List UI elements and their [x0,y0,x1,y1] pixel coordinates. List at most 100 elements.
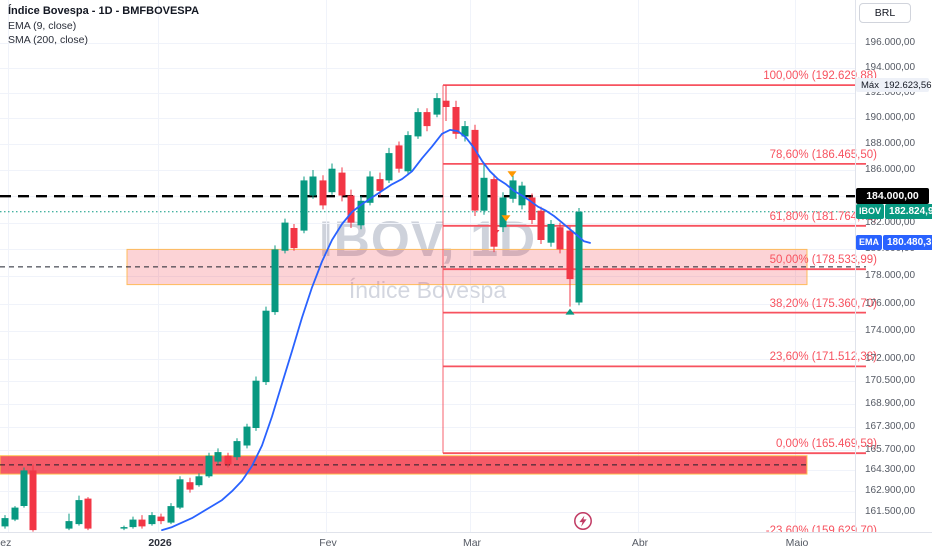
time-axis-label: Maio [785,537,809,549]
price-axis-label: 190.000,00 [865,112,916,123]
currency-button[interactable]: BRL [859,3,911,23]
price-axis-label: 176.000,00 [865,298,916,309]
candle[interactable] [157,513,165,525]
price-axis-label: 165.700,00 [865,444,916,455]
candle[interactable] [499,192,507,232]
candle[interactable] [461,121,469,142]
candle[interactable] [138,515,146,529]
candle[interactable] [347,189,355,228]
fib-retracement[interactable] [442,84,866,542]
price-axis-label: 178.000,00 [865,270,916,281]
candle[interactable] [490,173,498,253]
legend: Índice Bovespa - 1D - BMFBOVESPA EMA (9,… [8,4,199,47]
gridlines [0,0,855,532]
time-axis-label: 2026 [148,537,172,549]
price-axis-label: 192.000,00 [865,87,916,98]
price-axis-label: 174.000,00 [865,325,916,336]
ema-line[interactable] [161,129,591,531]
price-axis-label: 168.900,00 [865,398,916,409]
candle[interactable] [309,170,317,199]
legend-ema-row[interactable]: EMA (9, close) [8,20,77,32]
symbol-tag: IBOV [856,204,885,219]
price-axis-label: 188.000,00 [865,138,916,149]
candle[interactable] [300,176,308,234]
candle[interactable] [186,477,194,493]
candle[interactable] [328,163,336,195]
high-price-label: Máx [861,79,879,91]
candle[interactable] [233,438,241,461]
candle[interactable] [414,108,422,139]
candle[interactable] [224,452,232,468]
legend-symbol-row[interactable]: Índice Bovespa - 1D - BMFBOVESPA [8,5,200,17]
candle[interactable] [471,124,479,216]
sell-marker-icon[interactable] [501,215,511,222]
candle[interactable] [20,467,28,508]
candle[interactable] [290,224,298,251]
candle[interactable] [566,226,574,307]
time-axis-label: Mar [462,537,482,549]
candle[interactable] [537,206,545,244]
candle[interactable] [29,464,37,532]
candle[interactable] [1,515,9,529]
candle[interactable] [176,476,184,510]
candle[interactable] [148,512,156,526]
candle[interactable] [547,220,555,247]
candle[interactable] [404,131,412,176]
candle[interactable] [357,196,365,230]
lightning-icon[interactable] [572,510,594,532]
candle[interactable] [395,141,403,173]
candle[interactable] [129,516,137,529]
support-zone[interactable] [0,455,808,475]
price-axis-label: 172.000,00 [865,353,916,364]
candle[interactable] [195,473,203,487]
candle[interactable] [423,108,431,132]
candle[interactable] [480,163,488,215]
candle[interactable] [167,503,175,525]
buy-marker-icon[interactable] [565,308,575,315]
sell-marker-icon[interactable] [490,230,500,236]
candle[interactable] [262,306,270,385]
candles-series[interactable] [1,85,583,532]
time-axis[interactable]: Dez 2026 Fev Mar Abr Maio [0,532,932,550]
candle[interactable] [214,448,222,465]
candle[interactable] [205,452,213,478]
last-price-badge: IBOV 182.824,96 [856,204,932,219]
candle[interactable] [271,245,279,315]
candle[interactable] [452,100,460,139]
ema-tag: EMA [856,235,882,250]
candle[interactable] [65,513,73,531]
candle[interactable] [281,218,289,254]
legend-sma-row[interactable]: SMA (200, close) [8,34,88,46]
candle[interactable] [252,376,260,431]
candle[interactable] [385,147,393,183]
candle[interactable] [433,93,441,118]
level-price-badge: 184.000,00 [856,188,929,204]
candle[interactable] [84,497,92,531]
candle[interactable] [338,167,346,202]
high-price-value: 192.623,56 [883,79,932,91]
candle[interactable] [442,85,450,121]
candle[interactable] [75,495,83,526]
time-axis-label: Dez [0,537,12,549]
candle[interactable] [243,423,251,449]
price-axis-label: 182.000,00 [865,217,916,228]
last-price-value: 182.824,96 [885,204,932,219]
candle[interactable] [120,525,128,531]
resistance-zone[interactable] [0,248,866,286]
candle[interactable] [575,208,583,306]
price-axis-label: 186.000,00 [865,164,916,175]
candle[interactable] [319,175,327,210]
sell-marker-icon[interactable] [507,171,517,178]
candle[interactable] [556,222,564,254]
ema-price-badge: EMA 180.480,31 [856,235,932,250]
candle[interactable] [11,506,19,522]
candle[interactable] [528,193,536,225]
high-price-badge: Máx 192.623,56 [856,78,932,92]
level-price-value: 184.000,00 [866,190,919,202]
price-axis-label: 196.000,00 [865,37,916,48]
price-axis-label: 164.300,00 [865,464,916,475]
ema-price-value: 180.480,31 [883,235,932,250]
price-axis-label: 162.900,00 [865,485,916,496]
